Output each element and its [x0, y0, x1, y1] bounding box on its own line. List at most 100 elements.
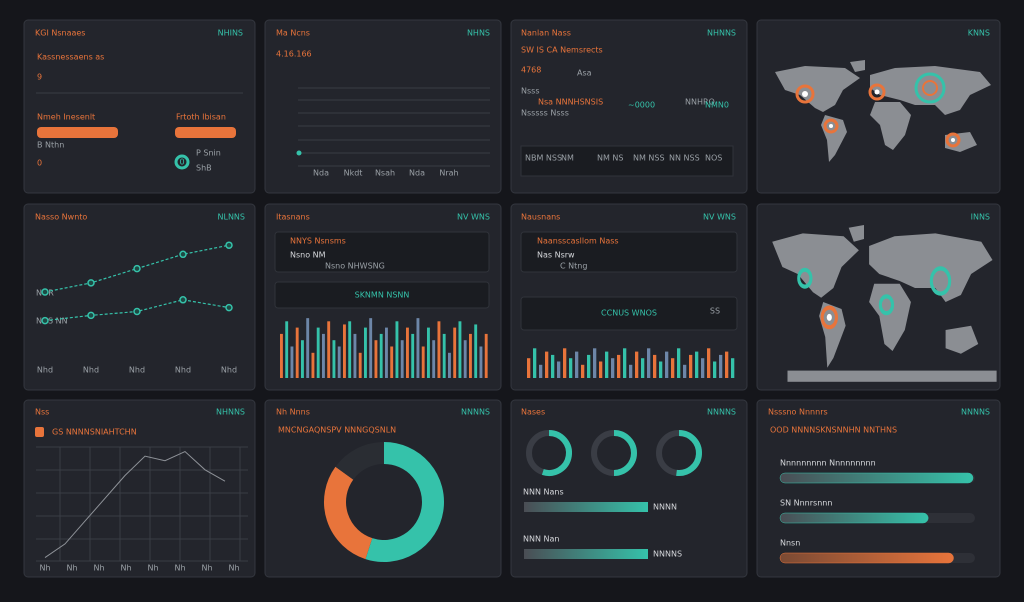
bar: [474, 324, 478, 378]
point: [87, 311, 95, 320]
bar: [683, 364, 687, 378]
bar: [348, 321, 352, 378]
banner: [274, 281, 490, 309]
bar: [327, 321, 331, 378]
bar: [593, 348, 597, 378]
bar: [713, 361, 717, 378]
bar: [653, 354, 657, 378]
panel: [23, 203, 256, 391]
label: SW IS CA Nemsrects: [521, 46, 603, 55]
banner: [520, 296, 738, 331]
label: Nh: [201, 564, 212, 573]
label: Nas Nsrw: [537, 251, 575, 260]
bar: [290, 346, 294, 378]
label: NNNN: [653, 503, 677, 512]
bar: [671, 358, 675, 378]
label: NHNNS: [707, 29, 736, 38]
bar: [611, 358, 615, 378]
panel: [23, 19, 256, 194]
bar: [469, 333, 472, 378]
point: [225, 303, 233, 312]
label: SN Nnnrsnnn: [780, 499, 832, 508]
label: SKNMN NSNN: [355, 291, 410, 300]
panel: [264, 399, 502, 578]
label: NNNNS: [961, 408, 990, 417]
label: P Snin: [196, 149, 221, 158]
label: Nhd: [129, 366, 145, 375]
bar: [369, 318, 373, 378]
label: NM NSS: [633, 154, 665, 163]
bar: [725, 351, 729, 378]
bar: [432, 340, 436, 378]
label: NV WNS: [457, 213, 490, 222]
label: KNNS: [968, 29, 990, 38]
label: Nasso Nwnto: [35, 213, 87, 222]
label: NNS NN: [36, 317, 68, 326]
bar: [629, 364, 633, 378]
bar: [448, 352, 451, 378]
label: Ma Ncns: [276, 29, 310, 38]
label: Nh: [66, 564, 77, 573]
panel: [756, 399, 1001, 578]
ring: [676, 430, 702, 476]
label: 0: [37, 159, 42, 168]
label: NNNNS: [461, 408, 490, 417]
bar: [337, 346, 341, 378]
label: NBM NSS: [525, 154, 562, 163]
label: NMN0: [705, 101, 729, 110]
progress-bar: [524, 502, 648, 512]
label: Nh: [39, 564, 50, 573]
point: [41, 316, 49, 325]
donut-segment: [324, 466, 373, 560]
label: Nhd: [175, 366, 191, 375]
label: Frtoth Ibisan: [176, 113, 226, 122]
bar: [374, 340, 378, 378]
bar: [563, 348, 567, 378]
bar: [364, 327, 367, 378]
bar: [437, 321, 441, 378]
label: Nsno NM: [290, 251, 326, 260]
label: Nanlan Nass: [521, 29, 571, 38]
table-box: [520, 145, 734, 177]
bar: [416, 318, 420, 378]
label: Nmeh Inesenlt: [37, 113, 95, 122]
label: Nh: [147, 564, 158, 573]
label: NNN Nan: [523, 535, 559, 544]
bar: [385, 327, 388, 378]
bar: [587, 354, 591, 378]
bar: [569, 358, 573, 378]
label: Nsss: [521, 87, 540, 96]
label: NNN Nans: [523, 488, 564, 497]
ring: [613, 430, 637, 476]
bar: [390, 346, 394, 378]
bar: [527, 358, 531, 378]
label: NHNS: [467, 29, 490, 38]
label: 4768: [521, 66, 541, 75]
bar: [581, 364, 585, 378]
bar: [599, 361, 603, 378]
bar: [665, 351, 669, 378]
label: Nhd: [83, 366, 99, 375]
progress-bar: [779, 472, 974, 484]
label: INNS: [971, 213, 990, 222]
label: Nh: [93, 564, 104, 573]
label: Naansscasllom Nass: [537, 237, 619, 246]
point: [133, 264, 141, 273]
label: Nsno NHWSNG: [325, 262, 385, 271]
bar: [484, 333, 488, 378]
label: Nnsn: [780, 539, 800, 548]
label: ShB: [196, 164, 212, 173]
label: Nrah: [439, 169, 458, 178]
label: NHNNS: [216, 408, 245, 417]
bar: [605, 351, 609, 378]
label: Nh: [120, 564, 131, 573]
world-map: [775, 60, 991, 162]
label: Kassnessaens as: [37, 53, 104, 62]
bar: [575, 351, 579, 378]
world-map: [772, 225, 997, 382]
label: Nh: [228, 564, 239, 573]
status-ring: [174, 154, 190, 170]
point: [41, 288, 49, 296]
bar: [427, 327, 430, 378]
label: OOD NNNNSKNSNNHN NNTHNS: [770, 426, 897, 435]
